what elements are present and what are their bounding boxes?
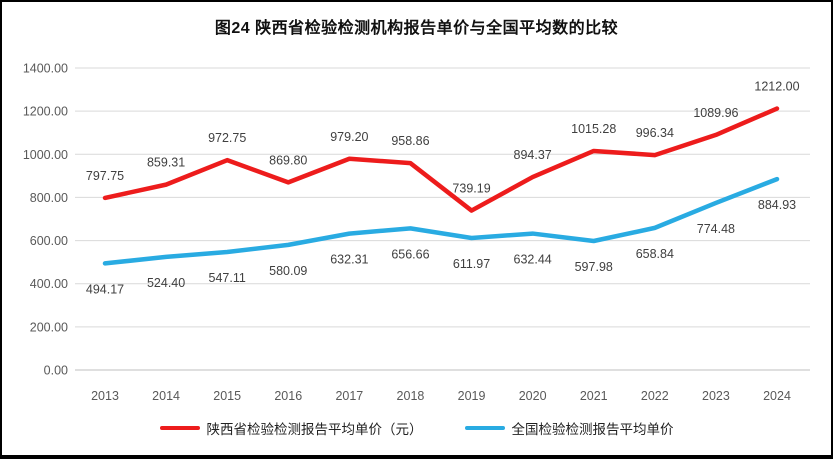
data-label: 611.97: [453, 257, 490, 271]
data-label: 1089.96: [693, 106, 738, 120]
data-label: 869.80: [269, 153, 307, 167]
data-label: 979.20: [330, 130, 368, 144]
x-axis-tick-label: 2019: [458, 389, 486, 403]
x-axis-tick-label: 2015: [213, 389, 241, 403]
data-label: 524.40: [147, 276, 185, 290]
shaanxi-series-line: [102, 106, 780, 213]
data-label: 884.93: [758, 198, 796, 212]
x-axis-tick-label: 2024: [763, 389, 791, 403]
x-axis-tick-label: 2023: [702, 389, 730, 403]
data-label: 632.31: [330, 253, 368, 267]
national-series-line: [102, 176, 780, 266]
data-label: 658.84: [636, 247, 674, 261]
data-label: 972.75: [208, 131, 246, 145]
x-axis-tick-label: 2016: [274, 389, 302, 403]
data-label: 597.98: [575, 260, 613, 274]
data-label: 632.44: [514, 253, 552, 267]
y-axis-tick-label: 600.00: [30, 234, 68, 248]
data-label: 774.48: [697, 222, 735, 236]
data-label: 656.66: [391, 247, 429, 261]
x-axis-tick-label: 2021: [580, 389, 608, 403]
x-axis-tick-label: 2014: [152, 389, 180, 403]
data-label: 958.86: [391, 134, 429, 148]
x-axis-tick-label: 2022: [641, 389, 669, 403]
x-axis-tick-label: 2020: [519, 389, 547, 403]
line-chart-plot-area: 0.00 200.00 400.00 600.00 800.00 1000.00 1200.…: [23, 62, 810, 403]
y-axis-tick-label: 1000.00: [23, 148, 68, 162]
x-axis-tick-label: 2013: [91, 389, 119, 403]
x-axis-tick-label: 2017: [335, 389, 363, 403]
legend-item-shaanxi: 陕西省检验检测报告平均单价（元）: [159, 418, 423, 438]
data-label: 797.75: [86, 169, 124, 183]
data-label: 494.17: [86, 282, 124, 296]
data-label: 996.34: [636, 126, 674, 140]
data-label: 547.11: [209, 271, 246, 285]
data-label: 580.09: [269, 264, 307, 278]
legend-label-shaanxi: 陕西省检验检测报告平均单价（元）: [206, 422, 423, 437]
y-axis-tick-label: 800.00: [30, 191, 68, 205]
chart-title: 图24 陕西省检验检测机构报告单价与全国平均数的比较: [214, 20, 619, 37]
legend-item-national: 全国检验检测报告平均单价: [464, 418, 674, 438]
data-label: 1212.00: [754, 80, 799, 94]
y-axis-tick-label: 400.00: [30, 277, 68, 291]
legend: 陕西省检验检测报告平均单价（元） 全国检验检测报告平均单价: [2, 418, 831, 438]
national-series-line-swatch: [464, 426, 505, 430]
y-axis-tick-label: 1400.00: [23, 62, 68, 76]
legend-label-national: 全国检验检测报告平均单价: [511, 422, 674, 437]
y-axis-tick-label: 1200.00: [23, 105, 68, 119]
shaanxi-series-line-swatch: [159, 426, 200, 430]
data-label: 859.31: [147, 156, 185, 170]
data-label: 1015.28: [571, 122, 616, 136]
y-axis-tick-label: 200.00: [30, 320, 68, 334]
data-label: 894.37: [514, 148, 552, 162]
x-axis-tick-label: 2018: [397, 389, 425, 403]
data-label: 739.19: [452, 182, 490, 196]
y-axis-tick-label: 0.00: [44, 364, 68, 378]
